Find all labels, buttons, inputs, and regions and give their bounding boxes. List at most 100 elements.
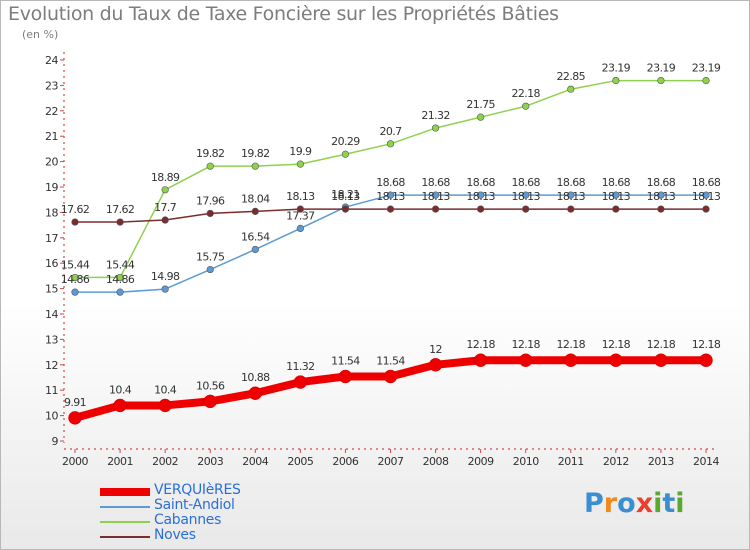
y-tick-label: 15 [45,283,58,296]
legend-label: Saint-Andiol [154,497,235,513]
data-label: 18.13 [331,190,360,203]
logo-letter: i [653,488,663,519]
x-tick-label: 2014 [693,455,719,468]
data-label: 18.68 [647,176,676,189]
data-label: 18.13 [376,190,405,203]
data-label: 18.68 [376,176,405,189]
data-point [251,162,259,170]
data-label: 18.68 [421,176,450,189]
data-label: 19.9 [289,145,312,158]
data-point [296,160,304,168]
data-label: 18.68 [466,176,495,189]
x-tick-label: 2013 [648,455,674,468]
data-point [116,273,124,282]
data-point [473,353,488,367]
data-label: 19.82 [196,147,225,160]
data-label: 12.18 [602,338,631,351]
data-label: 18.13 [647,190,676,203]
data-label: 18.13 [557,190,586,203]
data-point [158,398,172,413]
legend-swatch [100,521,150,523]
data-point [431,205,440,213]
data-point [431,191,440,199]
data-point [699,353,713,367]
y-tick-label: 19 [45,181,58,194]
data-point [522,205,530,213]
data-point [522,191,530,199]
y-tick-label: 14 [45,308,58,321]
x-tick-label: 2003 [197,455,223,468]
data-label: 22.18 [511,87,540,100]
y-tick-label: 24 [45,54,58,67]
data-label: 16.54 [241,230,270,243]
data-label: 10.4 [154,383,177,396]
y-tick-label: 21 [45,130,58,143]
proxiti-logo: Proxiti [584,488,685,519]
data-point [161,285,169,293]
data-label: 14.86 [106,273,135,286]
data-label: 12.18 [692,338,721,351]
data-point [477,191,485,199]
data-label: 9.91 [64,396,86,409]
data-point [518,353,533,367]
logo-letter: P [584,488,604,519]
data-label: 17.62 [61,203,90,216]
x-tick-label: 2000 [62,455,88,468]
x-tick-label: 2012 [603,455,629,468]
data-label: 20.29 [331,135,360,148]
data-label: 11.54 [376,354,405,367]
data-label: 18.04 [241,192,270,205]
data-point [293,375,308,389]
y-unit-label: (en %) [22,28,59,41]
data-point [609,353,623,367]
data-point [612,205,620,213]
data-point [341,205,350,213]
data-point [71,273,79,282]
y-tick-label: 18 [45,206,58,219]
data-point [113,398,127,413]
logo-letter: o [617,488,636,519]
data-label: 10.88 [241,371,270,384]
data-point [702,191,710,199]
data-label: 18.13 [511,190,540,203]
data-label: 12.18 [557,338,586,351]
logo-letter: r [603,488,618,519]
data-point [477,113,485,121]
data-point [612,191,620,199]
data-label: 12.18 [647,338,676,351]
data-point [702,76,710,85]
y-tick-label: 10 [45,410,58,423]
legend-label: VERQUIèRES [154,482,241,498]
y-tick-label: 11 [45,384,58,397]
x-tick-label: 2009 [468,455,494,468]
data-label: 18.13 [421,190,450,203]
data-label: 23.19 [692,62,721,75]
data-point [702,205,710,213]
logo-letter: i [675,488,685,519]
data-point [341,150,350,158]
data-point [296,224,304,233]
data-label: 18.13 [286,190,315,203]
data-label: 15.75 [196,251,225,264]
data-point [522,102,530,110]
logo-letter: x [635,488,654,519]
data-label: 15.44 [61,258,90,271]
y-tick-label: 20 [45,156,58,169]
data-point [567,191,575,199]
data-point [116,288,124,296]
data-label: 23.19 [602,62,631,75]
x-tick-label: 2004 [242,455,268,468]
data-point [383,369,398,384]
data-label: 18.13 [602,190,631,203]
data-point [203,394,217,409]
data-point [161,186,169,194]
data-label: 12 [429,343,442,356]
data-label: 17.7 [154,201,177,214]
y-tick-label: 12 [45,359,58,372]
x-tick-label: 2010 [513,455,539,468]
data-point [612,76,620,85]
data-label: 11.54 [331,354,360,367]
data-label: 18.89 [151,171,180,184]
